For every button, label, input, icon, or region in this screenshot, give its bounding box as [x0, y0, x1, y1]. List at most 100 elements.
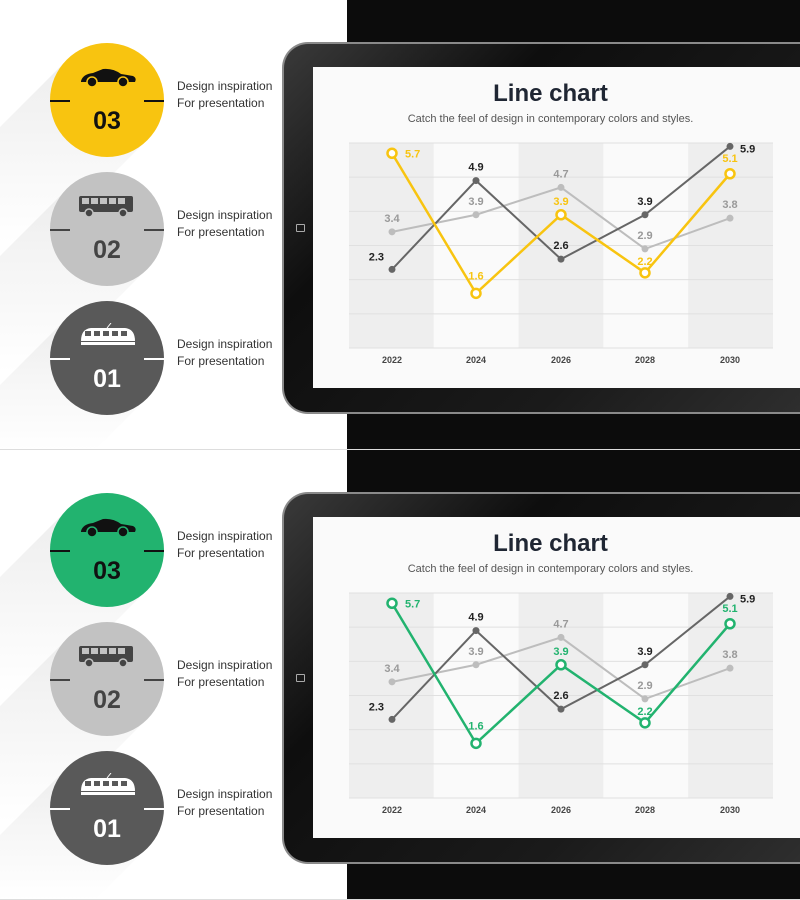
data-label: 2.2 — [637, 706, 652, 718]
data-point — [472, 211, 480, 219]
data-point — [724, 168, 736, 180]
car-icon — [81, 518, 136, 538]
divider — [144, 808, 164, 810]
data-label: 3.9 — [468, 646, 483, 658]
data-label: 4.9 — [468, 162, 483, 174]
data-label: 1.6 — [468, 720, 483, 732]
data-label: 5.1 — [722, 603, 737, 615]
data-label: 3.8 — [722, 649, 737, 661]
divider — [144, 229, 164, 231]
step-number: 02 — [93, 236, 121, 264]
home-button-icon — [296, 674, 305, 682]
x-tick-label: 2024 — [466, 805, 486, 815]
step-description: Design inspiration For presentation — [177, 529, 273, 560]
data-point — [472, 177, 480, 185]
data-label: 2.3 — [369, 251, 384, 263]
data-point — [557, 255, 565, 263]
data-label: 3.9 — [468, 196, 483, 208]
x-tick-label: 2030 — [720, 805, 740, 815]
data-label: 5.9 — [740, 593, 755, 605]
divider — [50, 808, 70, 810]
step-circle-01: 01 — [50, 751, 164, 865]
data-label: 2.3 — [369, 701, 384, 713]
data-point — [386, 147, 398, 159]
x-tick-label: 2022 — [382, 805, 402, 815]
step-circle-03: 03 — [50, 43, 164, 157]
data-point — [388, 678, 396, 686]
data-label: 4.9 — [468, 612, 483, 624]
step-description: Design inspiration For presentation — [177, 658, 273, 689]
line-chart: 2022 2024 2026 2028 2030 3.4 3.9 4.7 2.9 3.8 2.3 4.… — [349, 592, 773, 815]
x-tick-label: 2030 — [720, 355, 740, 365]
x-tick-label: 2024 — [466, 355, 486, 365]
data-point — [726, 592, 734, 600]
data-point — [641, 211, 649, 219]
data-point — [388, 265, 396, 273]
x-tick-label: 2028 — [635, 355, 655, 365]
data-label: 3.9 — [637, 646, 652, 658]
divider — [50, 550, 70, 552]
bus-icon — [79, 646, 133, 668]
data-point — [557, 633, 565, 641]
step-number: 03 — [93, 557, 121, 585]
tram-icon — [81, 773, 135, 795]
chart-title: Line chart — [493, 80, 608, 107]
step-circle-01: 01 — [50, 301, 164, 415]
data-label: 3.9 — [553, 196, 568, 208]
step-number: 03 — [93, 107, 121, 135]
data-point — [555, 659, 567, 671]
divider — [144, 100, 164, 102]
divider — [50, 679, 70, 681]
data-point — [557, 183, 565, 191]
data-label: 5.7 — [405, 598, 420, 610]
step-description: Design inspiration For presentation — [177, 79, 273, 110]
data-label: 3.8 — [722, 199, 737, 211]
data-point — [639, 717, 651, 729]
data-point — [388, 715, 396, 723]
slide: Line chart Catch the feel of design in co… — [0, 0, 800, 450]
x-tick-label: 2026 — [551, 355, 571, 365]
data-point — [726, 142, 734, 150]
data-label: 5.9 — [740, 143, 755, 155]
divider — [50, 358, 70, 360]
data-point — [641, 245, 649, 253]
data-point — [386, 597, 398, 609]
data-point — [641, 695, 649, 703]
data-label: 5.1 — [722, 153, 737, 165]
data-label: 2.9 — [637, 680, 652, 692]
step-number: 01 — [93, 365, 121, 393]
data-label: 2.2 — [637, 256, 652, 268]
data-label: 4.7 — [553, 168, 568, 180]
data-point — [470, 737, 482, 750]
data-point — [470, 287, 482, 300]
x-tick-label: 2026 — [551, 805, 571, 815]
step-number: 02 — [93, 686, 121, 714]
chart-subtitle: Catch the feel of design in contemporary… — [407, 113, 694, 125]
data-point — [724, 618, 736, 630]
car-icon — [81, 68, 136, 88]
step-description: Design inspiration For presentation — [177, 208, 273, 239]
line-chart: 2022 2024 2026 2028 2030 3.4 3.9 4.7 2.9 3.8 2.3 4.… — [349, 142, 773, 365]
step-circle-02: 02 — [50, 172, 164, 286]
data-label: 2.6 — [553, 690, 568, 702]
home-button-icon — [296, 224, 305, 232]
slide: Line chart Catch the feel of design in co… — [0, 450, 800, 900]
x-tick-label: 2028 — [635, 805, 655, 815]
bus-icon — [79, 196, 133, 218]
chart-subtitle: Catch the feel of design in contemporary… — [407, 563, 694, 575]
step-circle-03: 03 — [50, 493, 164, 607]
chart-title: Line chart — [493, 530, 608, 557]
x-tick-label: 2022 — [382, 355, 402, 365]
data-point — [557, 705, 565, 713]
data-label: 3.4 — [384, 213, 400, 225]
data-label: 2.6 — [553, 240, 568, 252]
step-circle-02: 02 — [50, 622, 164, 736]
data-point — [472, 627, 480, 635]
divider — [144, 550, 164, 552]
divider — [50, 229, 70, 231]
step-description: Design inspiration For presentation — [177, 787, 273, 818]
data-label: 3.9 — [553, 646, 568, 658]
tram-icon — [81, 323, 135, 345]
divider — [144, 358, 164, 360]
